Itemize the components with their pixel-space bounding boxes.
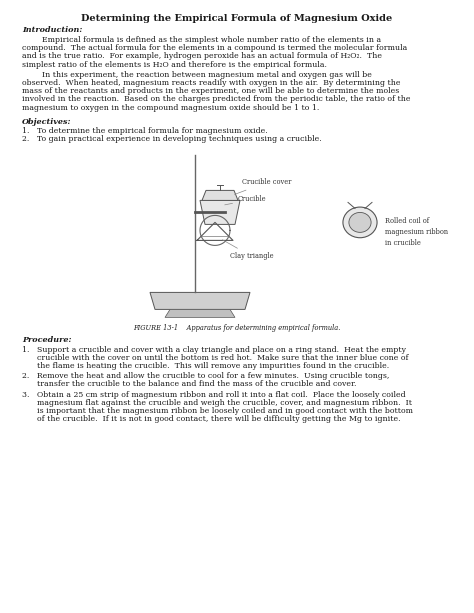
Polygon shape xyxy=(150,292,250,310)
Text: Objectives:: Objectives: xyxy=(22,118,72,126)
Text: Introduction:: Introduction: xyxy=(22,26,82,34)
Polygon shape xyxy=(200,200,240,224)
Text: is important that the magnesium ribbon be loosely coiled and in good contact wit: is important that the magnesium ribbon b… xyxy=(22,407,413,415)
Text: and is the true ratio.  For example, hydrogen peroxide has an actual formula of : and is the true ratio. For example, hydr… xyxy=(22,52,382,61)
Text: transfer the crucible to the balance and find the mass of the crucible and cover: transfer the crucible to the balance and… xyxy=(22,381,356,389)
Text: Rolled coil of
magnesium ribbon
in crucible: Rolled coil of magnesium ribbon in cruci… xyxy=(385,218,448,248)
Text: simplest ratio of the elements is H₂O and therefore is the empirical formula.: simplest ratio of the elements is H₂O an… xyxy=(22,61,327,69)
Text: of the crucible.  If it is not in good contact, there will be difficulty getting: of the crucible. If it is not in good co… xyxy=(22,415,401,423)
Text: compound.  The actual formula for the elements in a compound is termed the molec: compound. The actual formula for the ele… xyxy=(22,44,407,52)
Text: the flame is heating the crucible.  This will remove any impurities found in the: the flame is heating the crucible. This … xyxy=(22,362,389,370)
Text: 2.   Remove the heat and allow the crucible to cool for a few minutes.  Using cr: 2. Remove the heat and allow the crucibl… xyxy=(22,372,389,380)
Text: Clay triangle: Clay triangle xyxy=(222,240,273,261)
Polygon shape xyxy=(202,191,238,200)
Text: 3.   Obtain a 25 cm strip of magnesium ribbon and roll it into a flat coil.  Pla: 3. Obtain a 25 cm strip of magnesium rib… xyxy=(22,390,406,398)
Text: Procedure:: Procedure: xyxy=(22,337,72,345)
Ellipse shape xyxy=(349,213,371,232)
Text: Determining the Empirical Formula of Magnesium Oxide: Determining the Empirical Formula of Mag… xyxy=(82,14,392,23)
Text: FIGURE 13-1    Apparatus for determining empirical formula.: FIGURE 13-1 Apparatus for determining em… xyxy=(133,324,341,332)
Text: magnesium to oxygen in the compound magnesium oxide should be 1 to 1.: magnesium to oxygen in the compound magn… xyxy=(22,104,319,112)
Text: involved in the reaction.  Based on the charges predicted from the periodic tabl: involved in the reaction. Based on the c… xyxy=(22,96,410,104)
Text: observed.  When heated, magnesium reacts readily with oxygen in the air.  By det: observed. When heated, magnesium reacts … xyxy=(22,79,401,87)
Text: In this experiment, the reaction between magnesium metal and oxygen gas will be: In this experiment, the reaction between… xyxy=(22,70,372,79)
Text: mass of the reactants and products in the experiment, one will be able to determ: mass of the reactants and products in th… xyxy=(22,87,399,95)
Text: Crucible cover: Crucible cover xyxy=(235,178,292,194)
Text: magnesium flat against the crucible and weigh the crucible, cover, and magnesium: magnesium flat against the crucible and … xyxy=(22,399,412,407)
Text: Crucible: Crucible xyxy=(225,196,266,205)
Text: 1.   Support a crucible and cover with a clay triangle and place on a ring stand: 1. Support a crucible and cover with a c… xyxy=(22,346,406,354)
Text: crucible with the cover on until the bottom is red hot.  Make sure that the inne: crucible with the cover on until the bot… xyxy=(22,354,409,362)
Ellipse shape xyxy=(343,207,377,238)
Text: 2.   To gain practical experience in developing techniques using a crucible.: 2. To gain practical experience in devel… xyxy=(22,135,322,143)
Polygon shape xyxy=(165,310,235,318)
Text: 1.   To determine the empirical formula for magnesium oxide.: 1. To determine the empirical formula fo… xyxy=(22,127,268,135)
Text: Empirical formula is defined as the simplest whole number ratio of the elements : Empirical formula is defined as the simp… xyxy=(22,36,381,44)
